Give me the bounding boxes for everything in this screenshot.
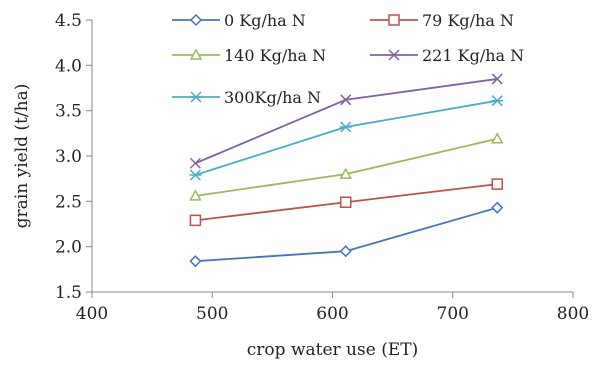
- legend: 0 Kg/ha N 79 Kg/ha N 140 Kg/ha N 221 Kg/ha …: [172, 11, 524, 107]
- series-line: [195, 137, 498, 197]
- series-3: [189, 73, 503, 169]
- data-point: [189, 169, 202, 181]
- y-tick-label: 3.5: [55, 102, 82, 122]
- y-tick-label: 4.5: [55, 11, 82, 31]
- data-point: [189, 189, 202, 201]
- legend-marker: [189, 13, 203, 27]
- y-tick-label: 2.5: [55, 192, 82, 212]
- data-point: [189, 157, 201, 169]
- data-point: [339, 245, 352, 258]
- y-tick-label: 4.0: [55, 56, 82, 76]
- y-tick-label: 2.0: [55, 238, 82, 258]
- series-line: [195, 99, 498, 176]
- legend-entry: 0 Kg/ha N: [172, 11, 306, 30]
- data-point: [339, 121, 352, 133]
- legend-label: 221 Kg/ha N: [422, 46, 524, 65]
- series-layer: [189, 73, 504, 268]
- legend-label: 0 Kg/ha N: [224, 11, 306, 30]
- y-ticks: 1.5 2.0 2.5 3.0 3.5 4.0 4.5: [55, 11, 92, 303]
- series-2: [189, 132, 504, 201]
- x-tick-label: 800: [557, 304, 589, 324]
- x-ticks: 400 500 600 700 800: [76, 292, 589, 324]
- legend-entry: 140 Kg/ha N: [172, 46, 326, 65]
- data-point: [189, 255, 202, 268]
- legend-label: 300Kg/ha N: [224, 88, 321, 107]
- legend-marker: [388, 14, 400, 26]
- x-tick-label: 500: [196, 304, 228, 324]
- legend-marker: [189, 48, 203, 60]
- data-point: [339, 196, 352, 208]
- data-point: [340, 94, 352, 106]
- data-point: [491, 201, 504, 214]
- legend-entry: 221 Kg/ha N: [370, 46, 524, 65]
- data-point: [491, 95, 504, 107]
- legend-label: 140 Kg/ha N: [224, 46, 326, 65]
- y-tick-label: 1.5: [55, 283, 82, 303]
- data-point: [490, 132, 504, 144]
- x-tick-label: 600: [316, 304, 348, 324]
- legend-label: 79 Kg/ha N: [422, 11, 514, 30]
- series-4: [189, 95, 504, 181]
- x-axis-title: crop water use (ET): [247, 340, 418, 360]
- legend-entry: 79 Kg/ha N: [370, 11, 514, 30]
- data-point: [491, 73, 503, 85]
- legend-marker: [190, 91, 202, 103]
- series-0: [189, 201, 504, 268]
- data-point: [339, 167, 353, 179]
- legend-entry: 300Kg/ha N: [172, 88, 321, 107]
- data-point: [189, 214, 202, 227]
- data-point: [491, 178, 503, 190]
- x-tick-label: 400: [76, 304, 108, 324]
- x-tick-label: 700: [437, 304, 469, 324]
- series-1: [189, 178, 503, 227]
- y-tick-label: 3.0: [55, 147, 82, 167]
- legend-marker: [388, 49, 400, 61]
- y-axis-title: grain yield (t/ha): [12, 84, 32, 229]
